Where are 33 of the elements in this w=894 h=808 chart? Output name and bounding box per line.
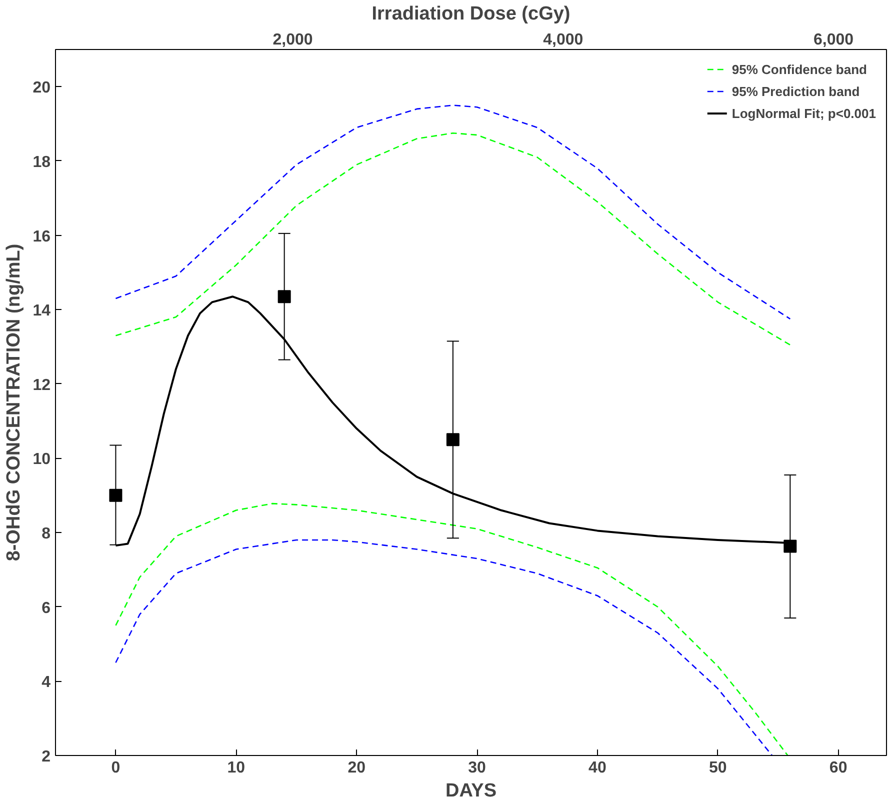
y-tick-label: 6 [42,600,51,617]
line-series [115,539,773,756]
legend-label: 95% Confidence band [732,62,867,76]
y-tick-label: 14 [32,302,51,320]
y-tick-label: 18 [32,154,51,171]
legend-label: 95% Prediction band [732,84,860,98]
x2-tick-label: 6,000 [813,32,854,48]
y-tick-label: 10 [32,451,51,468]
line-series [115,502,788,756]
point [446,433,460,446]
y-axis-title: 8-OHdG CONCENTRATION (ng/mL) [4,244,25,562]
x2-axis-title: Irradiation Dose (cGy) [372,4,570,24]
y-tick-label: 20 [32,80,51,97]
x2-tick-label: 4,000 [543,32,584,48]
x-tick-label: 10 [227,760,246,776]
point [109,488,122,502]
y-tick-label: 4 [42,674,51,692]
point [784,540,797,553]
legend-label: LogNormal Fit; p<0.001 [732,106,876,120]
x-tick-label: 40 [588,760,606,776]
x-tick-label: 30 [468,760,486,776]
x-tick-label: 0 [111,760,120,776]
point [278,290,291,304]
y-tick-label: 8 [42,526,51,543]
x-tick-label: 50 [708,760,727,776]
x2-tick-label: 2,000 [272,32,313,48]
y-tick-label: 2 [42,748,51,766]
x-axis-title: DAYS [445,780,497,802]
line-series [115,132,791,346]
y-tick-label: 16 [32,228,51,246]
y-tick-label: 12 [32,376,51,394]
x-tick-label: 20 [348,760,366,776]
x-tick-label: 60 [829,760,848,776]
